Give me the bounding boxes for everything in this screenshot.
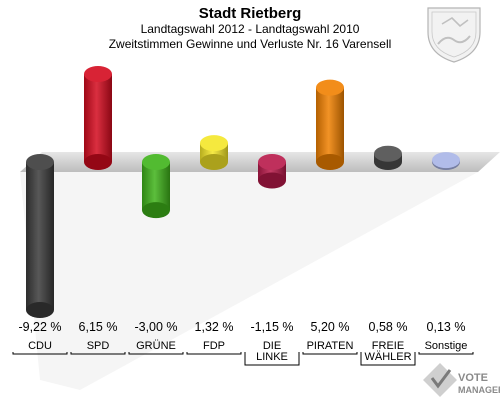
- value-label-4: -1,15 %: [250, 320, 293, 334]
- logo-text-top: VOTE: [458, 372, 488, 384]
- bar-0: [26, 154, 54, 318]
- value-label-2: -3,00 %: [134, 320, 177, 334]
- category-label-6-line-0: FREIE: [372, 340, 404, 352]
- category-label-2-line-0: GRÜNE: [136, 340, 176, 352]
- platform-shadow: [20, 172, 478, 390]
- category-label-7-line-0: Sonstige: [425, 340, 468, 352]
- bar-5: [316, 79, 344, 170]
- category-label-4-line-1: LINKE: [256, 351, 288, 363]
- category-bracket-2: [128, 352, 184, 355]
- vote-manager-logo: VOTE MANAGER: [423, 363, 500, 397]
- category-label-6-line-1: WÄHLER: [364, 351, 411, 363]
- category-label-4-line-0: DIE: [263, 340, 281, 352]
- bar-6: [374, 145, 402, 170]
- value-labels-layer: -9,22 % 6,15 % -3,00 % 1,32 % -1,15 % 5,20 % 0…: [18, 320, 465, 334]
- bars-layer: [26, 66, 460, 318]
- value-label-5: 5,20 %: [311, 320, 350, 334]
- logo-text-bottom: MANAGER: [458, 385, 500, 395]
- value-label-6: 0,58 %: [369, 320, 408, 334]
- value-label-3: 1,32 %: [195, 320, 234, 334]
- bar-4: [258, 154, 286, 189]
- category-label-3: FDP: [186, 340, 242, 355]
- chart-subtitle-line-1: Landtagswahl 2012 - Landtagswahl 2010: [141, 22, 360, 36]
- category-label-3-line-0: FDP: [203, 340, 225, 352]
- chart-title: Stadt Rietberg: [199, 5, 302, 22]
- value-label-7: 0,13 %: [427, 320, 466, 334]
- bar-1: [84, 66, 112, 170]
- value-label-1: 6,15 %: [79, 320, 118, 334]
- bar-2: [142, 154, 170, 219]
- category-label-7: Sonstige: [418, 340, 474, 355]
- category-label-2: GRÜNE: [128, 340, 184, 355]
- category-bracket-4: [244, 352, 300, 366]
- category-bracket-5: [302, 352, 358, 355]
- category-label-0: CDU: [12, 340, 68, 355]
- bar-3: [200, 135, 228, 170]
- category-label-1: SPD: [70, 340, 126, 355]
- coat-of-arms-icon: [427, 7, 481, 63]
- category-bracket-7: [418, 352, 474, 355]
- bar-7: [432, 152, 460, 170]
- category-label-0-line-0: CDU: [28, 340, 52, 352]
- category-label-5: PIRATEN: [302, 340, 358, 355]
- value-label-0: -9,22 %: [18, 320, 61, 334]
- category-bracket-6: [360, 352, 416, 366]
- category-bracket-0: [12, 352, 68, 355]
- category-bracket-3: [186, 352, 242, 355]
- chart-subtitle-line-2: Zweitstimmen Gewinne und Verluste Nr. 16…: [109, 37, 392, 51]
- checkmark-icon: [423, 363, 457, 397]
- category-bracket-1: [70, 352, 126, 355]
- category-label-5-line-0: PIRATEN: [307, 340, 354, 352]
- category-label-1-line-0: SPD: [87, 340, 110, 352]
